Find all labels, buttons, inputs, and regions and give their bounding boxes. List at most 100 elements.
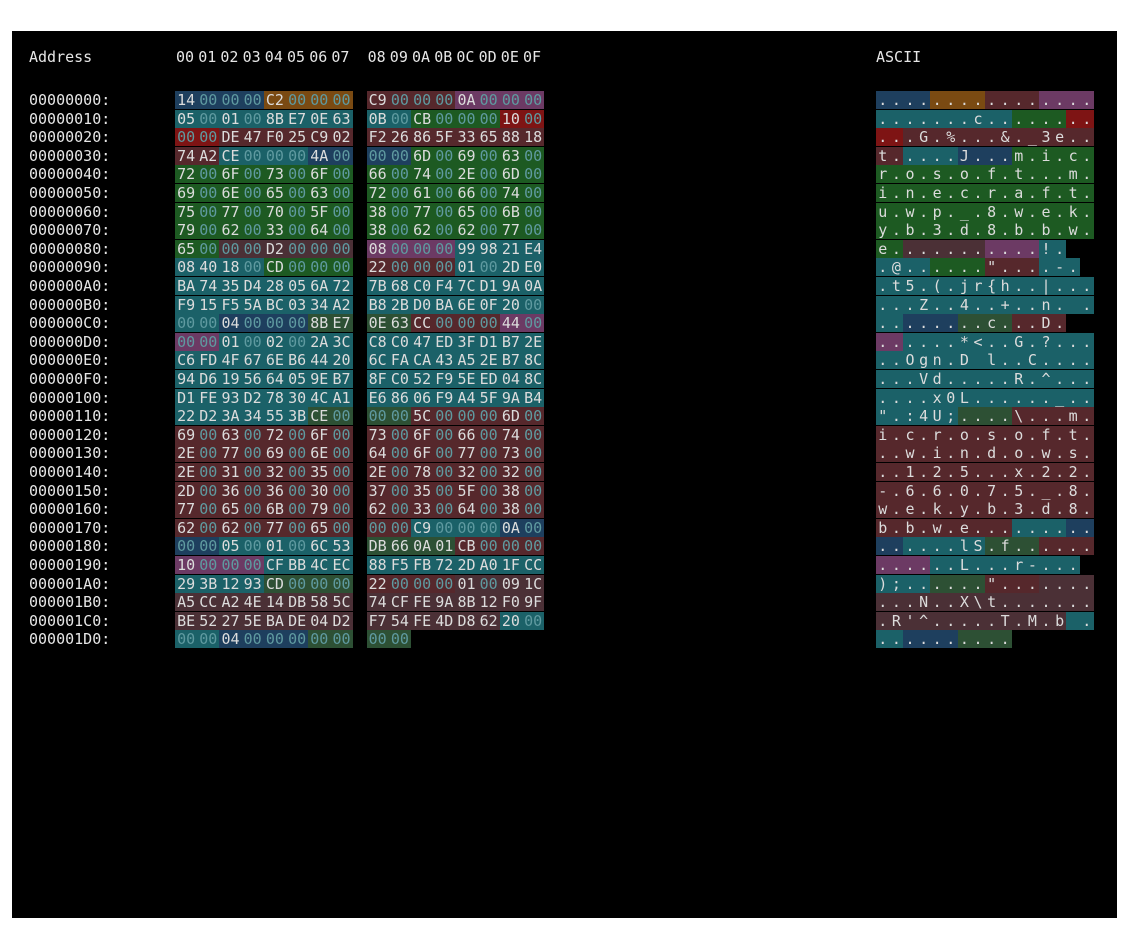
byte-cell[interactable]: 9E	[308, 370, 331, 388]
byte-cell[interactable]: 73	[499, 444, 522, 463]
byte-cell[interactable]: 00	[433, 202, 456, 221]
byte-cell[interactable]: 88	[499, 128, 522, 147]
byte-cell[interactable]: 00	[286, 481, 309, 500]
byte-cell[interactable]: 20	[499, 295, 522, 314]
byte-cell[interactable]: 01	[433, 537, 456, 556]
ascii-char[interactable]: b	[1039, 221, 1053, 240]
byte-cell[interactable]: 00	[388, 184, 411, 202]
byte-cell[interactable]: 00	[286, 537, 309, 556]
ascii-char[interactable]: .	[889, 91, 904, 109]
ascii-char[interactable]: .	[971, 463, 985, 481]
byte-cell[interactable]: 6F	[411, 425, 434, 444]
ascii-char[interactable]: .	[998, 500, 1012, 519]
ascii-char[interactable]: .	[998, 593, 1012, 612]
byte-cell[interactable]: 65	[263, 184, 286, 202]
byte-cell[interactable]: 3B	[286, 407, 309, 426]
byte-cell[interactable]: 00	[197, 91, 220, 109]
ascii-char[interactable]: 3	[1012, 500, 1026, 519]
byte-cell[interactable]: C9	[308, 128, 331, 147]
ascii-char[interactable]: .	[971, 91, 985, 109]
byte-cell[interactable]: 00	[286, 258, 309, 277]
byte-cell[interactable]: 98	[477, 239, 500, 258]
ascii-char[interactable]: .	[1025, 444, 1040, 463]
byte-cell[interactable]: 2A	[308, 332, 331, 351]
byte-cell[interactable]: 00	[366, 407, 389, 426]
byte-cell[interactable]: 00	[330, 165, 353, 184]
byte-cell[interactable]: 36	[263, 481, 286, 500]
ascii-char[interactable]: .	[1052, 351, 1067, 370]
ascii-char[interactable]: .	[876, 258, 890, 277]
byte-cell[interactable]: ED	[477, 370, 500, 388]
ascii-char[interactable]: .	[1052, 239, 1067, 258]
ascii-char[interactable]: ;	[944, 407, 958, 426]
byte-cell[interactable]: A4	[455, 388, 478, 407]
ascii-char[interactable]: n	[1039, 295, 1053, 314]
byte-cell[interactable]: F9	[175, 295, 198, 314]
byte-cell[interactable]: 00	[286, 500, 309, 519]
byte-cell[interactable]: 00	[286, 425, 309, 444]
byte-cell[interactable]: C0	[388, 370, 411, 388]
byte-cell[interactable]: 18	[522, 128, 545, 147]
ascii-char[interactable]: .	[1012, 277, 1026, 295]
byte-cell[interactable]: 02	[330, 128, 353, 147]
ascii-char[interactable]: .	[998, 258, 1012, 277]
ascii-char[interactable]: t	[1012, 165, 1026, 184]
ascii-char[interactable]: w	[1039, 444, 1053, 463]
ascii-char[interactable]: .	[984, 630, 999, 649]
byte-cell[interactable]: FE	[197, 388, 220, 407]
byte-cell[interactable]: 08	[175, 258, 198, 277]
ascii-char[interactable]: e	[957, 518, 972, 537]
ascii-char[interactable]: w	[1012, 202, 1026, 221]
byte-cell[interactable]: 32	[499, 463, 522, 481]
byte-cell[interactable]: 00	[286, 630, 309, 649]
ascii-char[interactable]: 6	[930, 481, 944, 500]
ascii-char[interactable]: T	[998, 611, 1012, 630]
ascii-char[interactable]: .	[998, 481, 1012, 500]
byte-cell[interactable]: 00	[308, 91, 331, 109]
byte-cell[interactable]: C8	[366, 332, 389, 351]
byte-cell[interactable]: 00	[241, 221, 264, 240]
byte-cell[interactable]: A5	[175, 593, 198, 612]
byte-cell[interactable]: B7	[499, 332, 522, 351]
ascii-char[interactable]: t	[889, 277, 904, 295]
byte-cell[interactable]: 14	[263, 593, 286, 612]
byte-cell[interactable]: 00	[522, 444, 545, 463]
ascii-char[interactable]: .	[971, 221, 985, 240]
ascii-char[interactable]: )	[876, 574, 890, 593]
byte-cell[interactable]: 61	[411, 184, 434, 202]
ascii-char[interactable]: R	[889, 611, 904, 630]
byte-cell[interactable]: 52	[197, 611, 220, 630]
ascii-char[interactable]: f	[1039, 425, 1053, 444]
ascii-char[interactable]: .	[1025, 388, 1040, 407]
ascii-char[interactable]: e	[1039, 202, 1053, 221]
byte-cell[interactable]: 00	[197, 463, 220, 481]
ascii-char[interactable]: .	[889, 500, 904, 519]
ascii-char[interactable]: .	[1066, 351, 1080, 370]
ascii-char[interactable]: .	[1012, 128, 1026, 147]
ascii-char[interactable]: .	[916, 109, 931, 128]
ascii-char[interactable]: .	[1052, 537, 1067, 556]
byte-cell[interactable]: 63	[499, 146, 522, 165]
ascii-char[interactable]: .	[998, 184, 1012, 202]
ascii-char[interactable]: .	[1012, 574, 1026, 593]
byte-cell[interactable]: 00	[388, 518, 411, 537]
byte-cell[interactable]: 00	[522, 202, 545, 221]
ascii-char[interactable]: o	[1012, 425, 1026, 444]
byte-cell[interactable]: 00	[522, 165, 545, 184]
byte-cell[interactable]: 0A	[455, 91, 478, 109]
byte-cell[interactable]: 00	[411, 91, 434, 109]
byte-cell[interactable]: 00	[286, 574, 309, 593]
ascii-char[interactable]: .	[1025, 518, 1040, 537]
byte-cell[interactable]: 00	[330, 463, 353, 481]
ascii-char[interactable]: e	[903, 500, 917, 519]
ascii-char[interactable]: .	[1066, 370, 1080, 388]
byte-cell[interactable]: B6	[286, 351, 309, 370]
ascii-char[interactable]: .	[1066, 537, 1080, 556]
ascii-char[interactable]: U	[930, 407, 944, 426]
byte-cell[interactable]: E7	[330, 314, 353, 333]
ascii-char[interactable]: .	[876, 444, 890, 463]
ascii-char[interactable]: .	[876, 91, 890, 109]
ascii-char[interactable]: .	[971, 388, 985, 407]
ascii-char[interactable]: .	[916, 146, 931, 165]
byte-cell[interactable]: CB	[455, 537, 478, 556]
